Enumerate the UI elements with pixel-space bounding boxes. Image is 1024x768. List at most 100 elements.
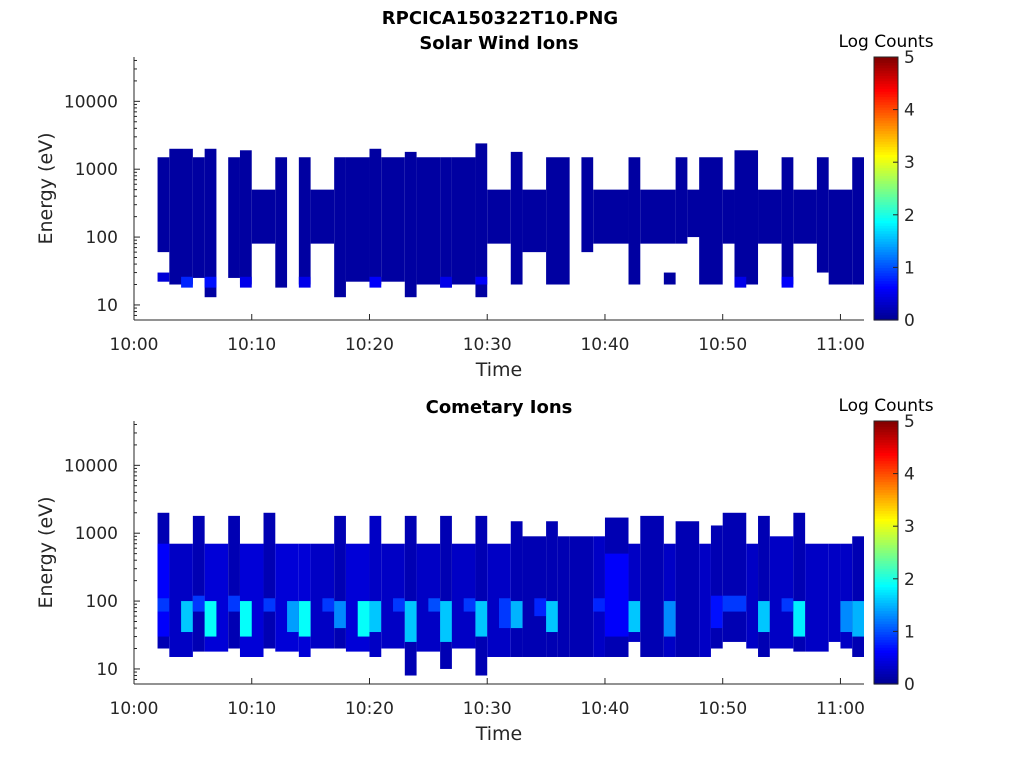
heatmap-cell [710,595,723,629]
colorbar-segment [874,602,898,606]
colorbar-segment [874,143,898,148]
colorbar-segment [874,505,898,509]
heatmap-cell [369,515,382,657]
colorbar-segment [874,217,898,221]
heatmap-cell [204,148,217,285]
colorbar-segment [874,149,898,153]
colorbar-segment [874,565,898,569]
colorbar-segment [874,584,898,588]
heatmap-cell [475,601,488,637]
heatmap-cell [593,189,629,244]
colorbar-frame [873,420,899,685]
colorbar-tick-label: 5 [904,412,915,432]
colorbar-segment [874,235,898,240]
heatmap-cell [852,601,864,637]
colorbar-segment [874,526,898,530]
x-tick-label: 10:00 [110,699,159,719]
heatmap-cell [722,189,735,244]
heatmap-cell [510,521,523,657]
colorbar-segment [874,468,898,472]
colorbar-segment [874,539,898,543]
colorbar-segment [874,668,898,672]
panels: Solar Wind Ions 10:00 10:10 10:20 10:30 10:40… [35,32,934,745]
colorbar-segment [874,568,898,572]
heatmap-cell [628,601,641,633]
colorbar-segment [874,557,898,561]
heatmap-cell [298,276,311,288]
colorbar-label: Log Counts [838,396,933,416]
colorbar-segment [874,199,898,203]
colorbar-segment [874,578,898,583]
colorbar-segment [874,130,898,134]
colorbar-segment [874,75,898,79]
colorbar-segment [874,225,898,229]
heatmap-cell [416,157,441,285]
heatmap-cell [239,276,252,288]
heatmap-cell [546,157,570,285]
colorbar-segment [874,457,898,462]
colorbar-segment [874,70,898,74]
colorbar-tick-label: 3 [904,153,915,173]
colorbar-segment [874,241,898,245]
colorbar-segment [874,214,898,219]
colorbar-tick-label: 1 [904,258,915,278]
colorbar-segment [874,167,898,171]
heatmap-cell [298,601,311,637]
heatmap-cell [157,543,170,637]
colorbar-segment [874,428,898,433]
colorbar-segment [874,301,898,305]
colorbar-segment [874,665,898,669]
colorbar-segment [874,85,898,90]
x-tick-label: 11:00 [816,699,865,719]
colorbar-segment [874,180,898,184]
colorbar-segment [874,631,898,635]
colorbar-segment [874,594,898,598]
colorbar-segment [874,227,898,232]
heatmap-cell [593,536,605,657]
heatmap-cell [640,189,676,244]
colorbar-segment [874,59,898,63]
heatmap-cell [510,151,523,285]
colorbar-segment [874,212,898,216]
heatmap-cells [157,143,864,298]
colorbar-segment [874,599,898,604]
heatmap-cell [675,521,700,657]
heatmap-cell [404,515,417,676]
heatmap-cell [204,601,217,637]
colorbar-segment [874,151,898,155]
colorbar-segment [874,275,898,279]
heatmap-cell [334,601,346,629]
colorbar-tick-label: 0 [904,675,915,695]
heatmap-cell [369,276,382,288]
heatmap-cell [275,543,299,652]
heatmap-cell [298,157,311,285]
colorbar-segment [874,104,898,108]
heatmap-cell [699,157,723,285]
colorbar-segment [874,188,898,192]
colorbar-segment [874,262,898,266]
colorbar-segment [874,626,898,630]
colorbar-segment [874,248,898,253]
heatmap-cell [805,543,829,652]
y-tick-label: 10 [96,296,118,316]
colorbar-segment [874,62,898,66]
colorbar-segment [874,285,898,290]
colorbar-segment [874,201,898,205]
heatmap-cell [322,598,335,612]
heatmap-cells [157,512,864,676]
colorbar-segment [874,547,898,551]
colorbar-segment [874,312,898,316]
colorbar-segment [874,135,898,140]
colorbar-segment [874,552,898,556]
x-tick-label: 10:30 [463,699,512,719]
colorbar-segment [874,238,898,242]
heatmap-cell [781,276,794,288]
colorbar-segment [874,270,898,274]
heatmap-cell [475,143,488,298]
colorbar-segment [874,78,898,82]
colorbar-segment [874,67,898,71]
heatmap-cell [663,601,676,637]
heatmap-cell [746,543,759,649]
colorbar-segment [874,481,898,485]
